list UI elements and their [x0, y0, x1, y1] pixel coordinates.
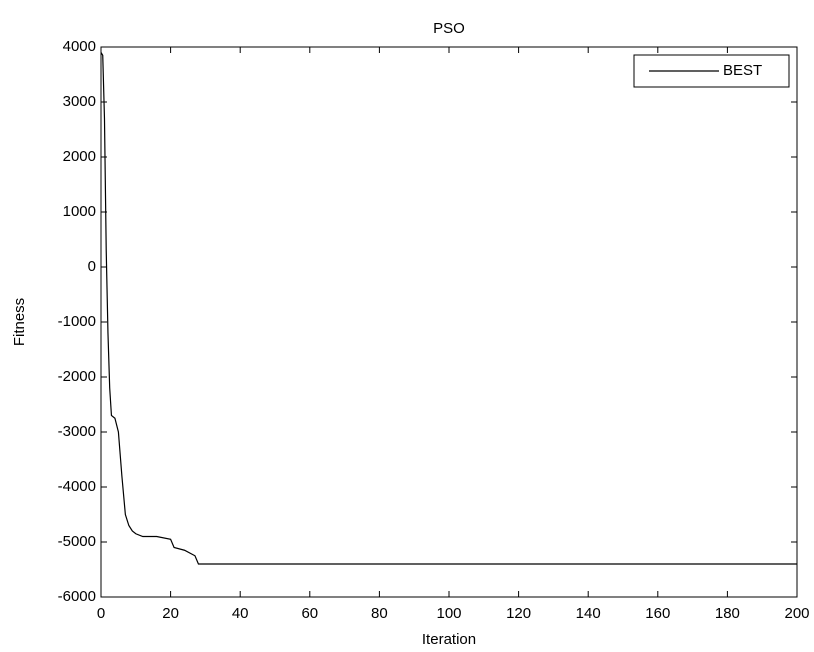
x-tick-label: 0: [97, 605, 105, 622]
x-tick-label: 80: [371, 605, 388, 622]
y-tick-label: 2000: [63, 148, 96, 165]
x-tick-label: 120: [506, 605, 531, 622]
plot-area: [101, 47, 797, 597]
y-tick-label: -6000: [58, 588, 96, 605]
y-tick-label: 1000: [63, 203, 96, 220]
chart: PSO Iteration Fitness 0 20 40 60 80 100 120 140…: [0, 0, 814, 652]
x-tick-label: 60: [301, 605, 318, 622]
y-tick-label: 4000: [63, 38, 96, 55]
y-tick-label: -1000: [58, 313, 96, 330]
x-tick-label: 200: [784, 605, 809, 622]
x-axis-label: Iteration: [422, 631, 476, 648]
y-tick-label: -3000: [58, 423, 96, 440]
x-tick-label: 40: [232, 605, 249, 622]
x-tick-label: 20: [162, 605, 179, 622]
chart-title: PSO: [433, 20, 465, 37]
y-axis-label: Fitness: [11, 298, 28, 346]
y-tick-label: 3000: [63, 93, 96, 110]
x-tick-label: 160: [645, 605, 670, 622]
y-tick-label: 0: [88, 258, 96, 275]
page: PSO Iteration Fitness 0 20 40 60 80 100 120 140…: [0, 0, 814, 652]
y-tick-label: -4000: [58, 478, 96, 495]
y-tick-label: -2000: [58, 368, 96, 385]
x-tick-label: 100: [436, 605, 461, 622]
x-tick-label: 140: [576, 605, 601, 622]
y-tick-label: -5000: [58, 533, 96, 550]
legend-label: BEST: [723, 62, 762, 79]
x-tick-label: 180: [715, 605, 740, 622]
